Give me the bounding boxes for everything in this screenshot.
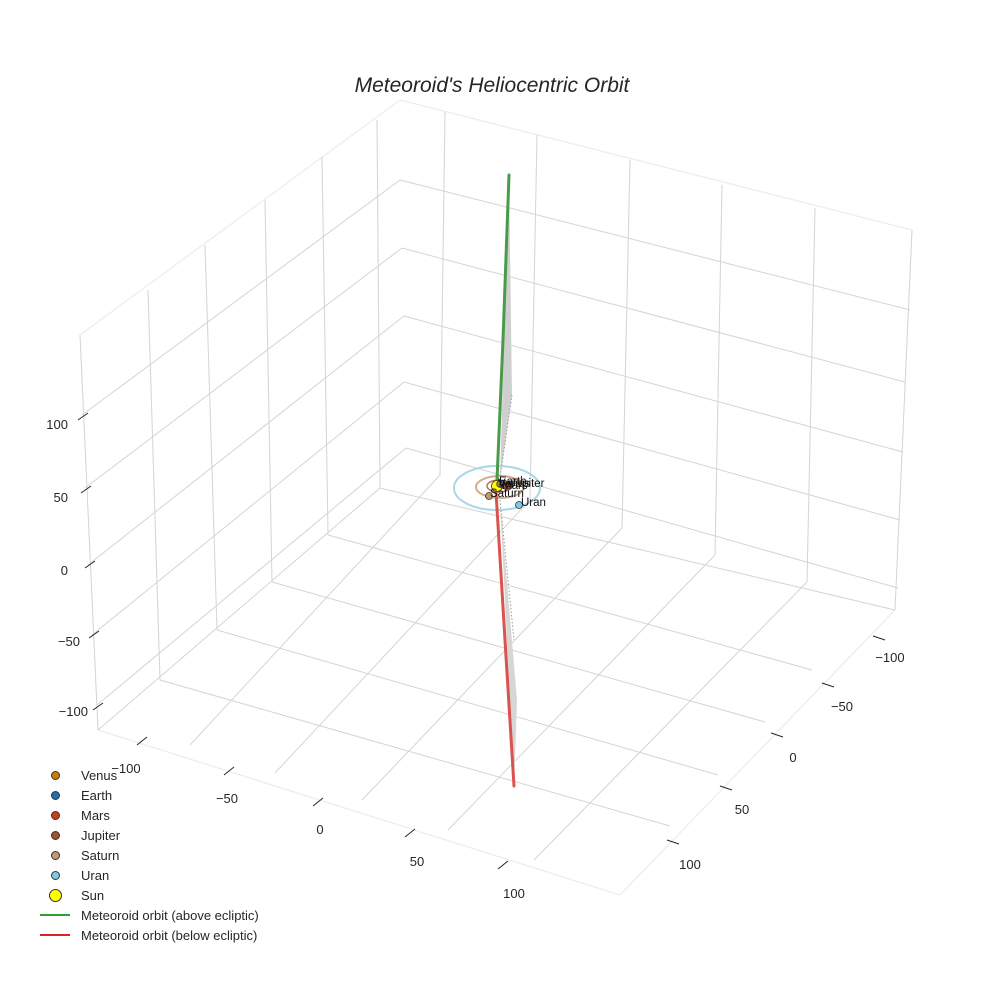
- z-axis-tick-labels: 100 50 0 −50 −100: [46, 417, 88, 719]
- earth-label: Earth: [499, 476, 527, 488]
- x-tick-label: 100: [503, 886, 525, 901]
- jupiter-dot-icon: [50, 830, 60, 840]
- left-wall-grid: [79, 119, 407, 731]
- mars-label: Mars: [502, 480, 528, 492]
- meteoroid-orbit-above-line[interactable]: [495, 173, 511, 482]
- saturn-marker: [485, 492, 493, 500]
- legend-item-mars[interactable]: Mars: [38, 805, 259, 825]
- x-tick-label: 50: [410, 854, 424, 869]
- jupiter-label: Jupiter: [510, 478, 545, 490]
- red-line-icon: [40, 934, 70, 936]
- uran-marker: [515, 501, 523, 509]
- y-tick-label: 100: [679, 857, 701, 872]
- legend-item-orbit-above[interactable]: Meteoroid orbit (above ecliptic): [38, 905, 259, 925]
- z-tick-label: 100: [46, 417, 68, 432]
- uran-dot-icon: [50, 870, 60, 880]
- z-tick-label: 50: [54, 490, 68, 505]
- y-tick-label: −50: [831, 699, 853, 714]
- uran-label: Uran: [521, 497, 546, 509]
- x-tick-label: −100: [111, 761, 140, 776]
- sun-dot-icon: [48, 888, 62, 902]
- orbit-projection-shadow: [499, 176, 517, 786]
- z-tick-label: −50: [58, 634, 80, 649]
- y-tick-label: 50: [735, 802, 749, 817]
- venus-label: Venus: [498, 478, 530, 490]
- legend-item-saturn[interactable]: Saturn: [38, 845, 259, 865]
- saturn-label: Saturn: [490, 488, 524, 500]
- y-axis-tick-labels: −100 −50 0 50 100: [679, 650, 905, 872]
- tick-marks: [77, 412, 886, 870]
- jupiter-marker: [505, 482, 513, 490]
- legend: Venus Earth Mars Jupiter Saturn Uran Sun…: [38, 765, 259, 945]
- x-tick-label: −50: [216, 791, 238, 806]
- right-wall-grid: [399, 111, 913, 611]
- legend-item-uran[interactable]: Uran: [38, 865, 259, 885]
- meteoroid-orbit-below-line[interactable]: [494, 490, 516, 788]
- legend-item-orbit-below[interactable]: Meteoroid orbit (below ecliptic): [38, 925, 259, 945]
- y-tick-label: −100: [875, 650, 904, 665]
- planet-markers: [485, 480, 523, 509]
- floor-grid: [97, 474, 896, 861]
- z-tick-label: 0: [61, 563, 68, 578]
- legend-item-earth[interactable]: Earth: [38, 785, 259, 805]
- axes-box: [79, 99, 913, 896]
- saturn-dot-icon: [50, 850, 60, 860]
- legend-item-jupiter[interactable]: Jupiter: [38, 825, 259, 845]
- chart-title: Meteoroid's Heliocentric Orbit: [354, 74, 630, 97]
- venus-dot-icon: [50, 770, 60, 780]
- legend-item-sun[interactable]: Sun: [38, 885, 259, 905]
- x-axis-tick-labels: −100 −50 0 50 100: [111, 761, 525, 901]
- planet-labels: Venus Earth Mars Jupiter Saturn Uran: [490, 476, 546, 509]
- green-line-icon: [40, 914, 70, 916]
- earth-dot-icon: [50, 790, 60, 800]
- mars-dot-icon: [50, 810, 60, 820]
- y-tick-label: 0: [789, 750, 796, 765]
- x-tick-label: 0: [316, 822, 323, 837]
- z-tick-label: −100: [59, 704, 88, 719]
- legend-item-venus[interactable]: Venus: [38, 765, 259, 785]
